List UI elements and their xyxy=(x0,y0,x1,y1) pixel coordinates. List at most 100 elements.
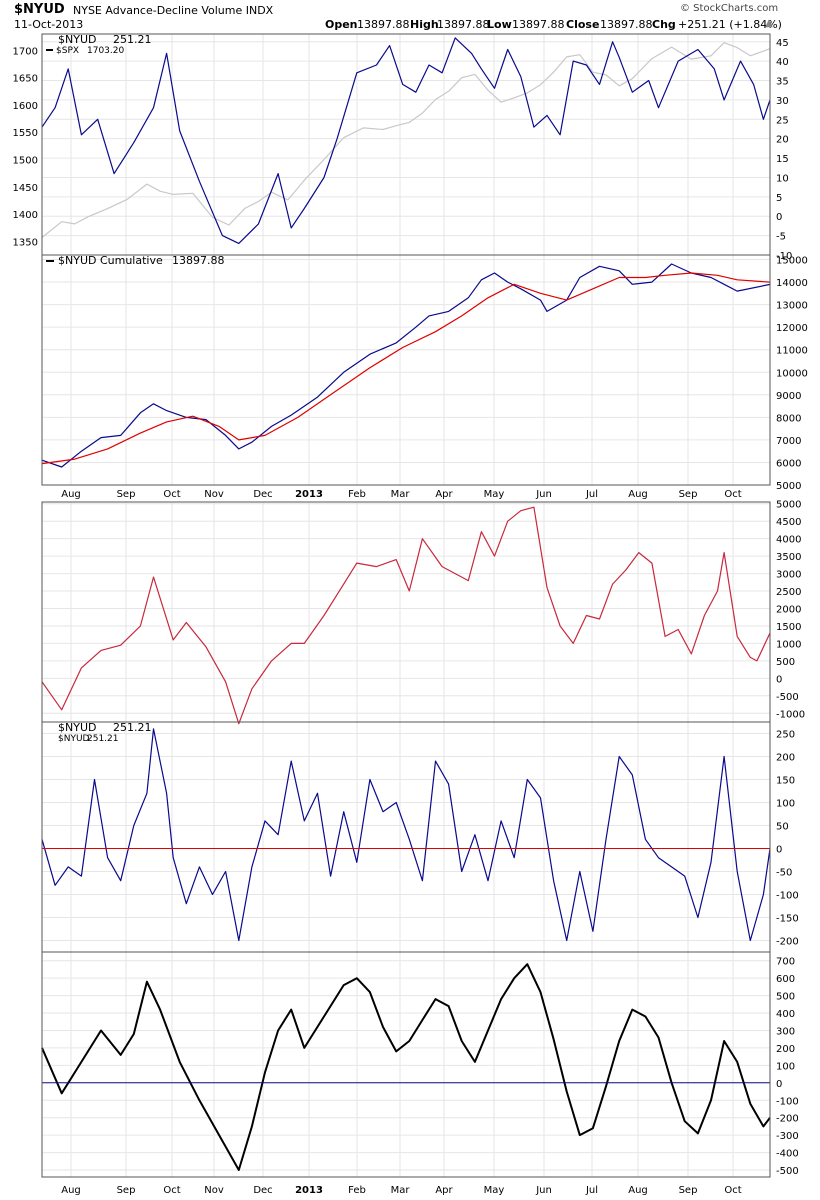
chg-value: +251.21 (+1.84%) xyxy=(678,18,782,31)
close-value: 13897.88 xyxy=(600,18,653,31)
x-tick-label: 2013 xyxy=(295,489,323,500)
x-tick-label: Dec xyxy=(253,489,272,500)
x-tick-label: Nov xyxy=(204,489,224,500)
y-tick-label: 300 xyxy=(776,1026,795,1037)
series-line-nyud-p0 xyxy=(41,37,771,244)
y-tick-label: 10000 xyxy=(776,368,808,379)
x-tick-label: Aug xyxy=(628,1185,648,1196)
series-line-oscillator-p4 xyxy=(41,963,771,1171)
y-left-tick-label: 1400 xyxy=(13,210,38,221)
y-tick-label: -200 xyxy=(776,1114,799,1125)
x-tick-label: Dec xyxy=(253,1185,272,1196)
y-left-tick-label: 1350 xyxy=(13,237,38,248)
y-tick-label: -500 xyxy=(776,692,799,703)
y-tick-label: 5000 xyxy=(776,481,801,492)
close-label: Close xyxy=(566,18,600,31)
y-tick-label: 7000 xyxy=(776,436,801,447)
legend-value: 251.21 xyxy=(87,734,119,744)
brand-link[interactable]: © StockCharts.com xyxy=(680,3,779,14)
y-tick-label: 4000 xyxy=(776,535,801,546)
panel-frame-1 xyxy=(41,254,771,486)
y-tick-label: 15 xyxy=(776,154,789,165)
y-tick-label: 250 xyxy=(776,730,795,741)
series-line-oscillator-p2 xyxy=(41,506,771,725)
x-tick-label: Jun xyxy=(535,489,552,500)
series-line-spx-p0 xyxy=(41,42,771,238)
x-tick-label: Oct xyxy=(724,1185,741,1196)
legend-name: $NYUD xyxy=(58,721,96,734)
x-tick-label: Jul xyxy=(585,1185,598,1196)
y-tick-label: 2500 xyxy=(776,587,801,598)
y-tick-label: -10 xyxy=(776,251,792,262)
y-tick-label: 3500 xyxy=(776,552,801,563)
open-value: 13897.88 xyxy=(357,18,410,31)
y-tick-label: -100 xyxy=(776,1096,799,1107)
y-tick-label: 12000 xyxy=(776,323,808,334)
legend-name: $NYUD Cumulative xyxy=(58,254,163,267)
x-tick-label: Sep xyxy=(117,489,136,500)
y-tick-label: -50 xyxy=(776,868,792,879)
y-left-tick-label: 1500 xyxy=(13,156,38,167)
low-value: 13897.88 xyxy=(512,18,565,31)
y-tick-label: 8000 xyxy=(776,413,801,424)
y-tick-label: 5000 xyxy=(776,500,801,511)
x-tick-label: Sep xyxy=(117,1185,136,1196)
symbol-title: $NYUD xyxy=(14,2,65,17)
x-tick-label: Sep xyxy=(679,1185,698,1196)
y-tick-label: 0 xyxy=(776,212,782,223)
y-tick-label: 100 xyxy=(776,799,795,810)
y-tick-label: -200 xyxy=(776,937,799,948)
x-tick-label: Oct xyxy=(163,489,180,500)
legend-value: 251.21 xyxy=(113,33,152,46)
x-tick-label: Apr xyxy=(435,489,453,500)
y-tick-label: 0 xyxy=(776,674,782,685)
x-tick-label: Apr xyxy=(435,1185,453,1196)
y-tick-label: 45 xyxy=(776,38,789,49)
y-tick-label: 35 xyxy=(776,77,789,88)
y-tick-label: 30 xyxy=(776,96,789,107)
chg-up-icon: ▲ xyxy=(765,18,773,29)
chart-header: $NYUD NYSE Advance-Decline Volume INDX ©… xyxy=(0,0,820,34)
y-left-tick-label: 1650 xyxy=(13,74,38,85)
y-tick-label: -500 xyxy=(776,1166,799,1177)
legend-name: $NYUD xyxy=(58,734,90,744)
x-tick-label: Aug xyxy=(61,489,81,500)
x-tick-label: May xyxy=(484,1185,505,1196)
x-tick-label: Feb xyxy=(348,489,366,500)
y-tick-label: 600 xyxy=(776,974,795,985)
y-tick-label: 1500 xyxy=(776,622,801,633)
y-tick-label: 700 xyxy=(776,957,795,968)
low-label: Low xyxy=(487,18,512,31)
x-tick-label: Sep xyxy=(679,489,698,500)
y-tick-label: 0 xyxy=(776,1079,782,1090)
y-tick-label: 6000 xyxy=(776,458,801,469)
y-tick-label: 14000 xyxy=(776,278,808,289)
open-label: Open xyxy=(325,18,358,31)
y-tick-label: 25 xyxy=(776,115,789,126)
x-tick-label: Mar xyxy=(391,489,411,500)
y-left-tick-label: 1450 xyxy=(13,183,38,194)
symbol-description: NYSE Advance-Decline Volume INDX xyxy=(73,4,274,17)
y-left-tick-label: 1550 xyxy=(13,128,38,139)
y-tick-label: 40 xyxy=(776,57,789,68)
y-tick-label: 13000 xyxy=(776,301,808,312)
y-tick-label: 1000 xyxy=(776,639,801,650)
high-value: 13897.88 xyxy=(437,18,490,31)
x-tick-label: 2013 xyxy=(295,1185,323,1196)
legend-name: $NYUD xyxy=(58,33,96,46)
y-tick-label: 500 xyxy=(776,657,795,668)
y-tick-label: 150 xyxy=(776,776,795,787)
legend-value: 1703.20 xyxy=(87,46,124,56)
y-tick-label: 500 xyxy=(776,992,795,1003)
x-tick-label: Feb xyxy=(348,1185,366,1196)
legend-value: 13897.88 xyxy=(172,254,225,267)
y-tick-label: 2000 xyxy=(776,605,801,616)
series-line-nyud-cumulative-p1 xyxy=(41,263,771,468)
chart-date: 11-Oct-2013 xyxy=(14,18,84,31)
y-tick-label: 50 xyxy=(776,822,789,833)
y-tick-label: 15000 xyxy=(776,256,808,267)
high-label: High xyxy=(410,18,439,31)
y-tick-label: 100 xyxy=(776,1061,795,1072)
y-tick-label: -100 xyxy=(776,891,799,902)
